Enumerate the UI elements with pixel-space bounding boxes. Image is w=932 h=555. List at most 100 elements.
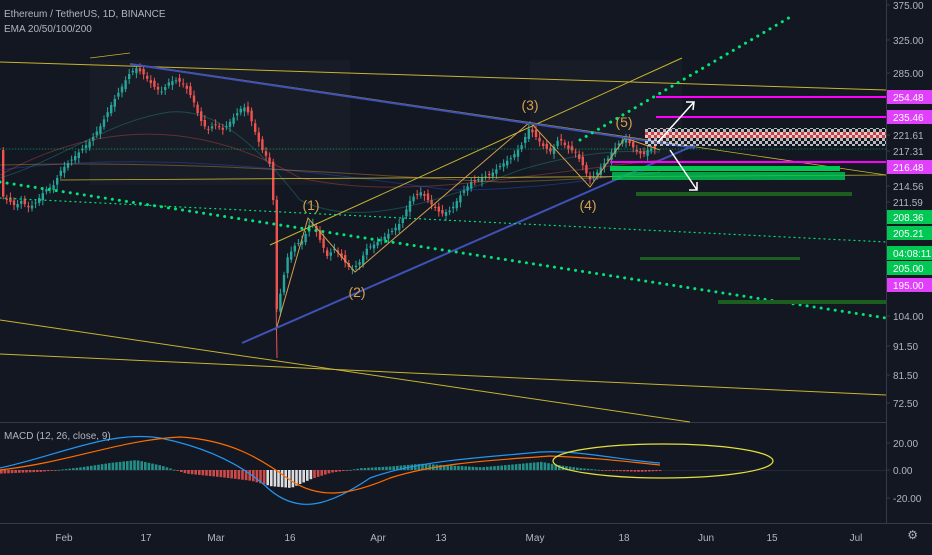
macd-histogram-bar bbox=[360, 468, 363, 470]
ema-line bbox=[0, 133, 661, 188]
macd-histogram-bar bbox=[219, 470, 223, 478]
candle bbox=[322, 238, 325, 248]
candle bbox=[340, 253, 343, 258]
candle bbox=[160, 91, 163, 93]
candle bbox=[174, 80, 178, 82]
macd-histogram-bar bbox=[482, 467, 485, 470]
macd-histogram-bar bbox=[612, 470, 615, 471]
macd-histogram-bar bbox=[133, 460, 136, 470]
candle bbox=[650, 148, 653, 151]
candle bbox=[416, 194, 419, 196]
macd-histogram-bar bbox=[594, 469, 597, 471]
candle bbox=[534, 129, 538, 137]
candle bbox=[20, 201, 23, 204]
candle bbox=[66, 163, 70, 168]
pattern-box bbox=[90, 60, 350, 185]
candle bbox=[88, 141, 91, 148]
candle bbox=[430, 199, 433, 205]
price-badge: 208.36 bbox=[893, 213, 924, 224]
macd-histogram-bar bbox=[183, 470, 187, 474]
time-tick-label: 13 bbox=[435, 533, 447, 544]
candle bbox=[603, 163, 606, 168]
demand-zone bbox=[718, 300, 886, 304]
macd-histogram-bar bbox=[309, 470, 313, 480]
candle bbox=[45, 189, 48, 192]
macd-histogram-bar bbox=[604, 470, 608, 471]
macd-histogram-bar bbox=[648, 470, 651, 472]
candle bbox=[27, 205, 30, 208]
macd-histogram-bar bbox=[496, 465, 500, 470]
candle bbox=[120, 86, 124, 93]
candle bbox=[588, 175, 592, 180]
candle bbox=[383, 236, 386, 241]
candle bbox=[506, 160, 509, 166]
candle bbox=[59, 170, 62, 176]
candle bbox=[326, 250, 329, 256]
upper-trend-line bbox=[129, 63, 696, 149]
macd-histogram-bar bbox=[205, 470, 208, 476]
macd-histogram-bar bbox=[118, 461, 122, 470]
time-tick-label: 17 bbox=[140, 533, 152, 544]
candle bbox=[41, 193, 44, 201]
candle bbox=[189, 86, 192, 96]
candle bbox=[448, 210, 451, 213]
macd-histogram-bar bbox=[97, 464, 100, 470]
price-badge-bg bbox=[887, 210, 932, 224]
macd-histogram-bar bbox=[626, 470, 629, 472]
candle bbox=[232, 117, 235, 124]
macd-histogram-bar bbox=[270, 470, 273, 487]
candle bbox=[444, 212, 448, 216]
gear-icon[interactable]: ⚙ bbox=[907, 528, 918, 542]
macd-histogram-bar bbox=[511, 464, 514, 470]
candle bbox=[142, 68, 145, 75]
candle bbox=[146, 75, 149, 79]
candle bbox=[473, 180, 476, 182]
candle bbox=[578, 154, 581, 159]
macd-histogram-bar bbox=[208, 470, 212, 477]
macd-histogram-bar bbox=[446, 465, 449, 470]
candle bbox=[344, 255, 347, 263]
macd-histogram-bar bbox=[378, 467, 381, 470]
candle bbox=[574, 151, 577, 153]
candle bbox=[196, 104, 199, 114]
macd-histogram-bar bbox=[338, 470, 341, 472]
macd-histogram-bar bbox=[460, 466, 464, 470]
macd-histogram-bar bbox=[194, 470, 197, 475]
candle bbox=[336, 250, 340, 253]
macd-histogram-bar bbox=[468, 466, 471, 470]
candle bbox=[635, 149, 638, 152]
candle bbox=[282, 274, 286, 293]
bearish-arrow bbox=[669, 149, 698, 191]
candle bbox=[63, 166, 66, 173]
candle bbox=[92, 137, 95, 141]
candle bbox=[264, 151, 268, 156]
candle bbox=[95, 131, 98, 136]
candle bbox=[304, 234, 307, 243]
macd-histogram-bar bbox=[43, 470, 46, 472]
macd-histogram-bar bbox=[608, 470, 611, 471]
macd-histogram-bar bbox=[21, 470, 25, 473]
candle bbox=[257, 132, 260, 142]
candle bbox=[243, 107, 246, 112]
candle bbox=[628, 137, 631, 144]
wave-label: (1) bbox=[302, 197, 319, 213]
macd-histogram-bar bbox=[86, 466, 89, 470]
candle bbox=[354, 265, 358, 268]
candle bbox=[470, 182, 473, 189]
candle bbox=[290, 251, 293, 260]
macd-histogram-bar bbox=[90, 465, 93, 470]
macd-histogram-bar bbox=[518, 463, 521, 470]
macd-histogram-bar bbox=[115, 462, 118, 470]
price-tick-label: 72.50 bbox=[893, 399, 918, 410]
candle bbox=[171, 81, 174, 85]
candle bbox=[365, 248, 368, 255]
price-tick-label: 285.00 bbox=[893, 69, 924, 80]
macd-histogram-bar bbox=[230, 470, 233, 479]
macd-histogram-bar bbox=[640, 470, 644, 472]
macd-histogram-bar bbox=[46, 470, 50, 472]
candle bbox=[214, 124, 217, 126]
macd-histogram-bar bbox=[370, 467, 374, 470]
candle bbox=[412, 196, 415, 202]
macd-histogram-bar bbox=[579, 468, 583, 470]
